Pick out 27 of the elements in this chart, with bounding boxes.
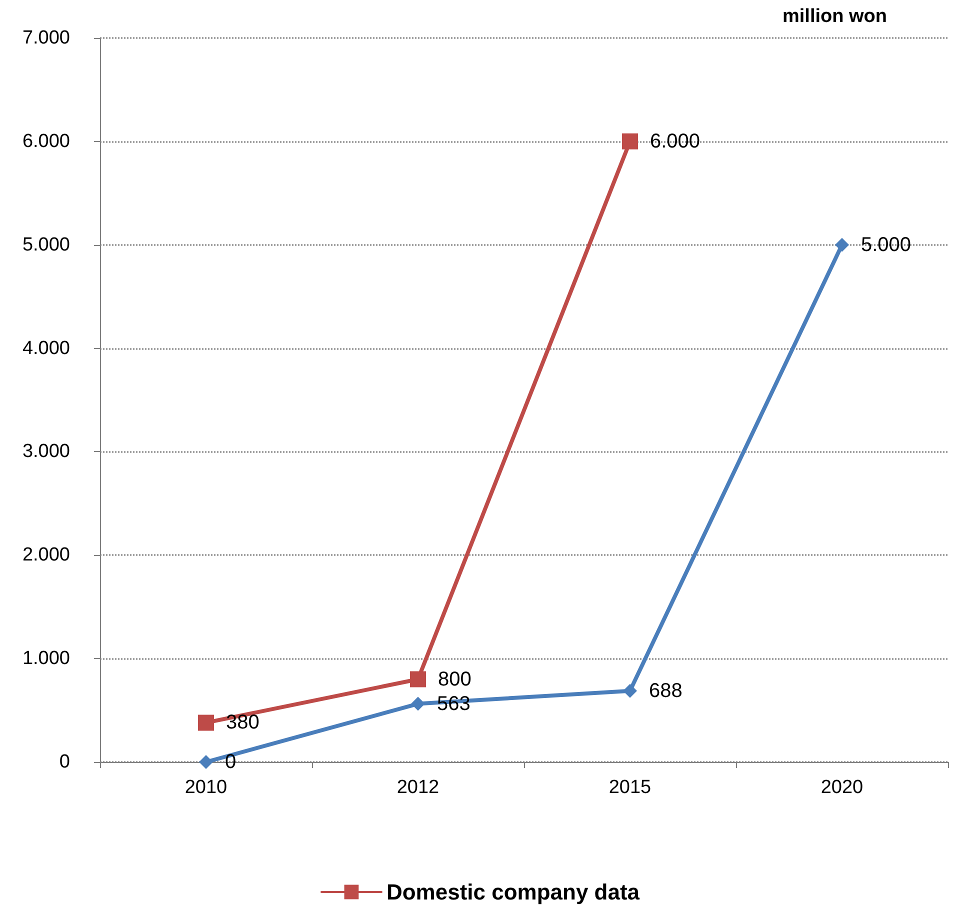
data-label: 380: [226, 712, 260, 734]
point: [199, 755, 213, 769]
point: [198, 714, 214, 731]
x-tick-label: 2010: [184, 777, 228, 798]
point: [622, 133, 638, 150]
legend-label: Domestic company data: [386, 880, 640, 904]
point: [411, 696, 425, 711]
y-tick-label: 0: [59, 752, 70, 772]
data-label: 800: [438, 668, 472, 690]
data-label: 688: [649, 680, 682, 702]
data-label: 5.000: [861, 234, 912, 256]
point: [623, 684, 637, 698]
y-tick-label: 4.000: [22, 338, 70, 359]
data-label: 6.000: [650, 130, 700, 152]
y-tick-label: 2.000: [22, 544, 70, 566]
y-tick-label: 6.000: [22, 130, 70, 152]
y-tick-label: 3.000: [22, 441, 70, 462]
y-tick-label: 5.000: [22, 234, 70, 256]
x-tick-label: 2020: [820, 777, 864, 798]
x-tick-label: 2012: [396, 777, 440, 798]
point: [835, 238, 849, 252]
x-tick-label: 2015: [608, 777, 652, 798]
chart-title: million won: [782, 6, 888, 27]
y-tick-label: 1.000: [22, 648, 70, 670]
y-tick-label: 7.000: [22, 28, 70, 48]
data-label: 0: [225, 751, 236, 773]
point: [410, 671, 426, 688]
